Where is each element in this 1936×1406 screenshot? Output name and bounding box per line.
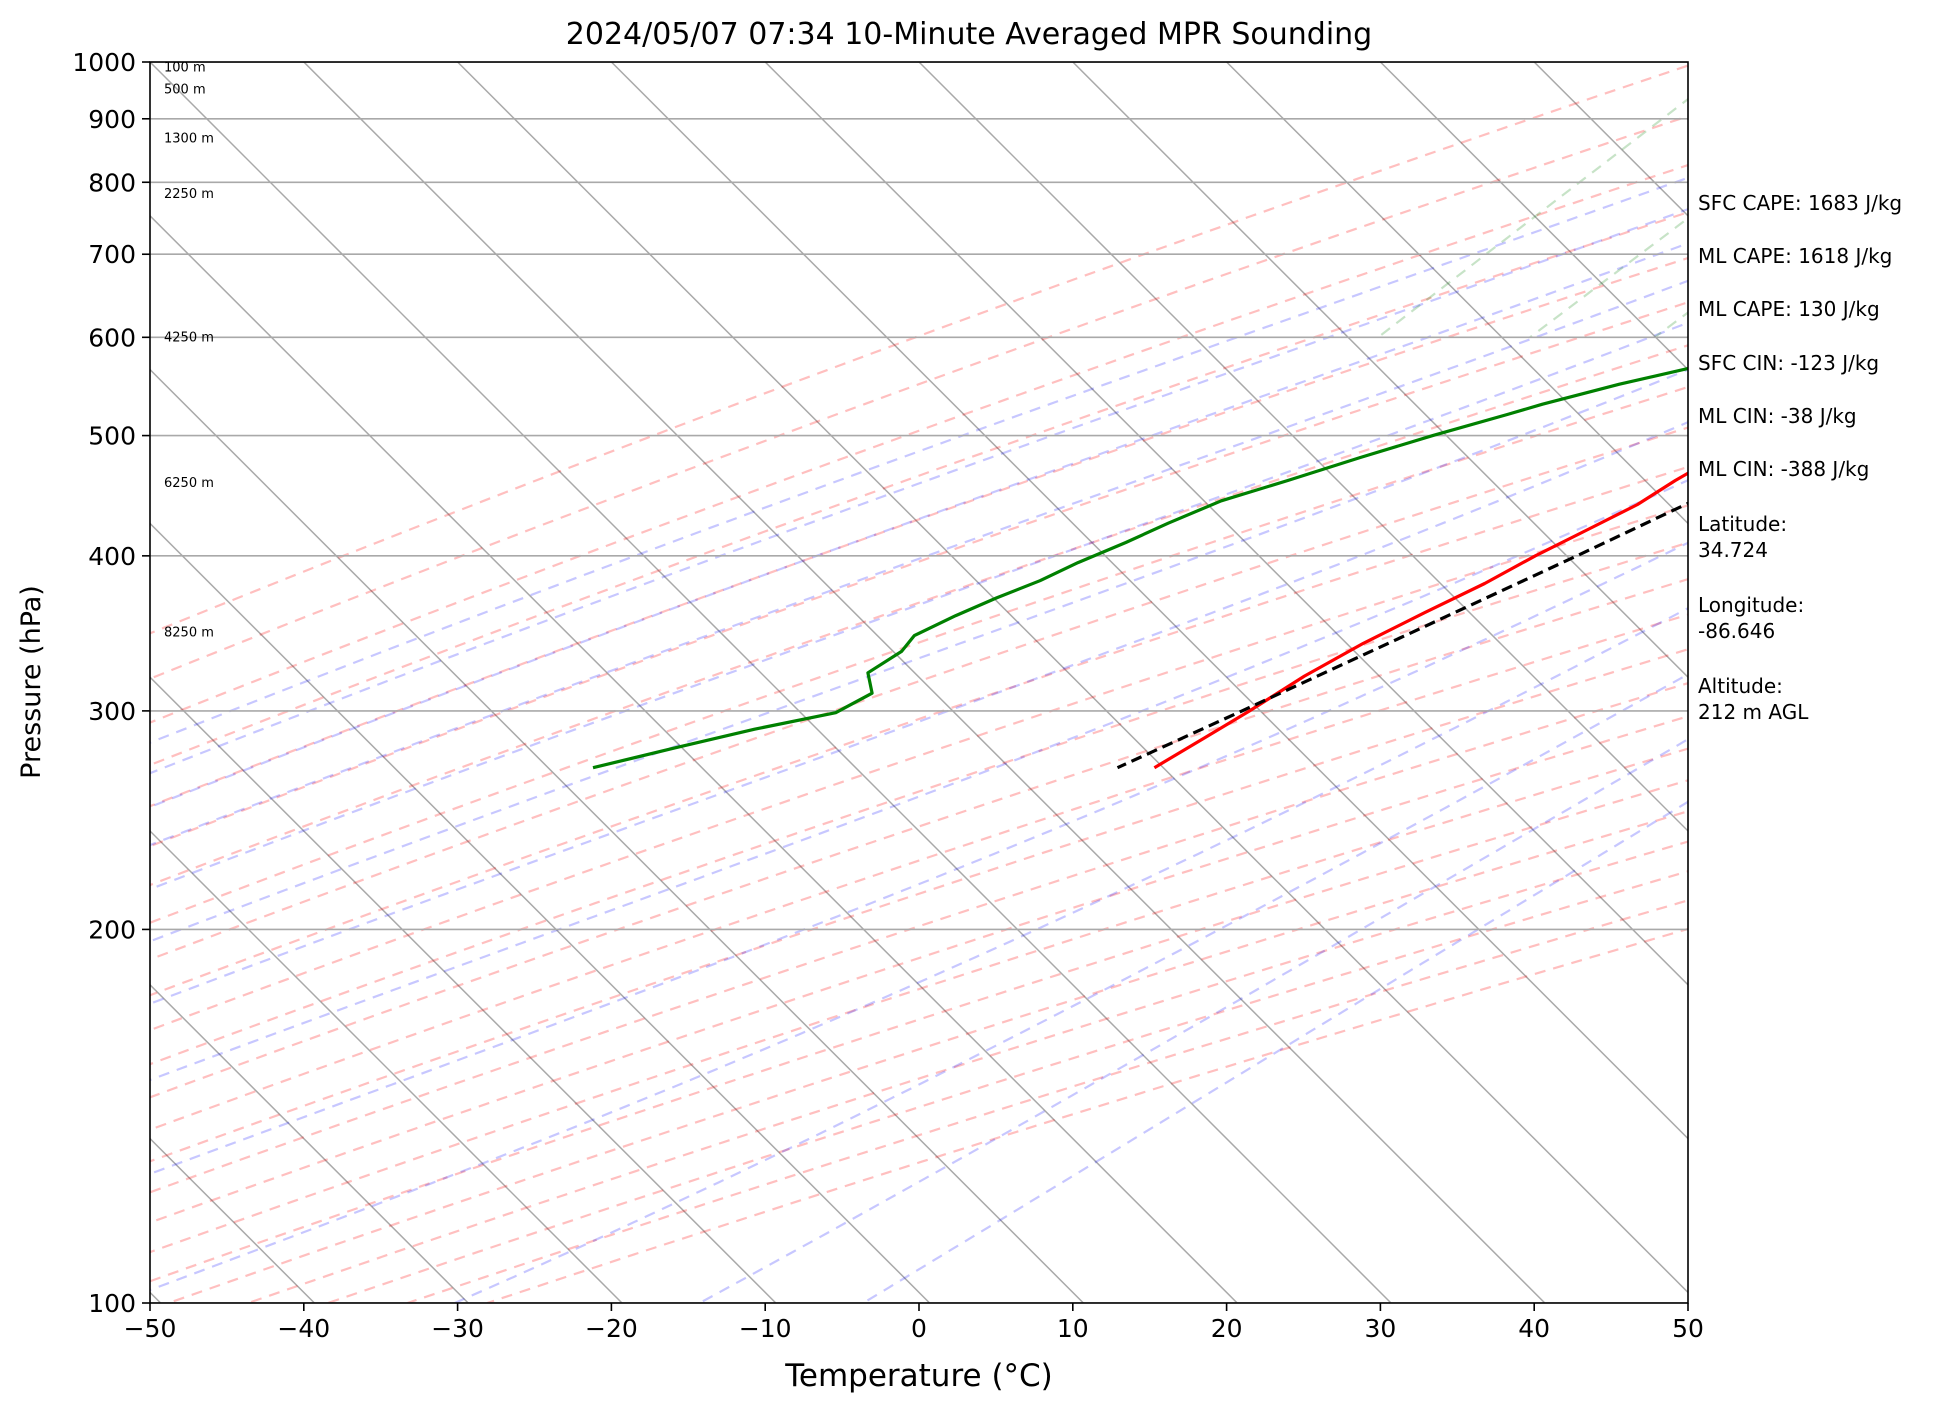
moist-adiabat-line bbox=[150, 242, 1688, 809]
sounding-parameter: SFC CAPE: 1683 J/kg bbox=[1698, 191, 1903, 215]
isotherm-line bbox=[1226, 62, 1688, 525]
x-tick-label: −10 bbox=[739, 1314, 792, 1343]
isotherm-line bbox=[150, 214, 1238, 1303]
dewpoint-trace bbox=[592, 366, 1688, 770]
parcel-trace bbox=[1116, 501, 1688, 770]
sounding-parameter: Latitude: 34.724 bbox=[1698, 512, 1788, 562]
x-axis-ticks: −50 −40 −30 −20 −10 0 10 20 30 40 50 bbox=[124, 1303, 1704, 1343]
dry-adiabat-line bbox=[150, 344, 1688, 887]
y-axis-label: Pressure (hPa) bbox=[16, 585, 47, 779]
x-tick-label: 20 bbox=[1211, 1314, 1243, 1343]
sounding-parameter: ML CAPE: 1618 J/kg bbox=[1698, 244, 1893, 268]
mixing-ratio-line bbox=[1529, 216, 1688, 339]
y-tick-label: 1000 bbox=[72, 48, 136, 77]
sounding-parameter: ML CAPE: 130 J/kg bbox=[1698, 297, 1880, 321]
y-tick-label: 400 bbox=[88, 542, 136, 571]
isotherm-line bbox=[150, 829, 623, 1303]
moist-adiabat-line bbox=[150, 176, 1688, 744]
isotherm-line bbox=[150, 676, 777, 1303]
dry-adiabat-line bbox=[150, 256, 1688, 808]
dry-adiabat-line bbox=[150, 613, 1688, 1131]
height-labels: 100 m 500 m 1300 m 2250 m 4250 m 6250 m 8250 m bbox=[164, 60, 214, 640]
isotherm-line bbox=[457, 62, 1688, 1294]
x-tick-label: −50 bbox=[124, 1314, 177, 1343]
height-label: 500 m bbox=[164, 83, 206, 98]
y-tick-label: 700 bbox=[88, 240, 136, 269]
x-tick-label: −20 bbox=[585, 1314, 638, 1343]
moist-adiabat-line bbox=[150, 368, 1688, 943]
isotherm-line bbox=[150, 983, 469, 1303]
sounding-parameter: ML CIN: -388 J/kg bbox=[1698, 457, 1870, 481]
dry-adiabat-line bbox=[150, 715, 1688, 1224]
temperature-trace bbox=[1153, 471, 1688, 770]
pressure-gridlines bbox=[150, 62, 1688, 1303]
x-tick-label: 40 bbox=[1518, 1314, 1550, 1343]
isotherm-line bbox=[918, 62, 1688, 833]
y-tick-label: 600 bbox=[88, 323, 136, 352]
height-label: 100 m bbox=[164, 60, 206, 75]
moist-adiabat-line bbox=[454, 673, 1688, 1303]
moist-adiabat-line bbox=[150, 321, 1688, 891]
x-tick-label: 0 bbox=[911, 1314, 927, 1343]
sounding-parameter: Altitude: 212 m AGL bbox=[1698, 674, 1809, 724]
dry-adiabat-line bbox=[150, 465, 1688, 997]
height-label: 2250 m bbox=[164, 187, 214, 202]
x-axis-label: Temperature (°C) bbox=[784, 1358, 1053, 1394]
dry-adiabat-line bbox=[150, 541, 1688, 1066]
y-tick-label: 800 bbox=[88, 168, 136, 197]
y-axis-ticks: 1000 900 800 700 600 500 400 300 200 100 bbox=[72, 48, 150, 1318]
isotherm-line bbox=[150, 368, 1084, 1303]
sounding-parameter: Longitude: -86.646 bbox=[1698, 593, 1805, 643]
chart-title: 2024/05/07 07:34 10-Minute Averaged MPR … bbox=[566, 17, 1372, 52]
sounding-parameter: SFC CIN: -123 J/kg bbox=[1698, 351, 1880, 375]
sounding-traces bbox=[592, 366, 1688, 770]
isotherm-line bbox=[1072, 62, 1688, 679]
y-tick-label: 100 bbox=[88, 1289, 136, 1318]
x-tick-label: −40 bbox=[277, 1314, 330, 1343]
isotherm-line bbox=[610, 62, 1688, 1140]
dry-adiabat-line bbox=[150, 64, 1688, 635]
moist-adiabat-line bbox=[150, 279, 1688, 847]
isotherm-line bbox=[150, 522, 931, 1303]
background-lines bbox=[150, 62, 1688, 1303]
height-label: 4250 m bbox=[164, 330, 214, 345]
x-tick-label: 10 bbox=[1057, 1314, 1089, 1343]
isotherm-line bbox=[303, 62, 1546, 1303]
sounding-parameter: ML CIN: -38 J/kg bbox=[1698, 404, 1857, 428]
moist-adiabat-line bbox=[150, 420, 1688, 1005]
dry-adiabat-line bbox=[150, 648, 1688, 1163]
height-label: 1300 m bbox=[164, 131, 214, 146]
dry-adiabat-line bbox=[150, 211, 1688, 767]
dry-adiabat-line bbox=[150, 163, 1688, 724]
height-label: 8250 m bbox=[164, 625, 214, 640]
dry-adiabat-line bbox=[150, 426, 1688, 961]
x-tick-label: 50 bbox=[1672, 1314, 1704, 1343]
x-tick-label: 30 bbox=[1364, 1314, 1396, 1343]
isotherm-line bbox=[150, 62, 1392, 1303]
isotherm-line bbox=[764, 62, 1688, 986]
isotherm-line bbox=[1379, 62, 1688, 371]
x-tick-label: −30 bbox=[431, 1314, 484, 1343]
height-label: 6250 m bbox=[164, 476, 214, 491]
moist-adiabat-line bbox=[150, 541, 1688, 1176]
y-tick-label: 500 bbox=[88, 422, 136, 451]
y-tick-label: 200 bbox=[88, 915, 136, 944]
y-tick-label: 300 bbox=[88, 697, 136, 726]
dry-adiabat-line bbox=[150, 779, 1688, 1283]
moist-adiabat-line bbox=[699, 737, 1688, 1303]
y-tick-label: 900 bbox=[88, 105, 136, 134]
